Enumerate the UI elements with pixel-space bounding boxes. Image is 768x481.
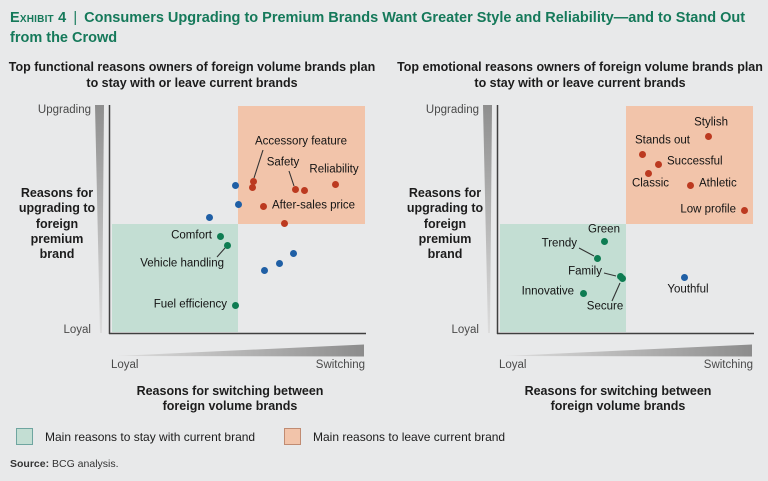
y-axis-top-label: Upgrading (425, 104, 479, 116)
exhibit-title: Exhibit 4 | Consumers Upgrading to Premium… (10, 8, 762, 48)
point-label-athletic: Athletic (699, 177, 737, 190)
exhibit-number: Exhibit 4 (10, 10, 67, 26)
data-point (234, 200, 242, 208)
data-point-fuel-efficiency (231, 301, 239, 309)
point-label-vehicle-handling: Vehicle handling (140, 257, 224, 270)
legend-item-leave: Main reasons to leave current brand (284, 428, 505, 445)
data-point (231, 181, 239, 189)
x-axis-left-label: Loyal (499, 359, 527, 371)
data-point (300, 186, 308, 194)
source-prefix: Source: (10, 458, 50, 470)
title-separator: | (73, 10, 78, 26)
data-point (280, 219, 288, 227)
data-point-green (600, 237, 608, 245)
point-label-reliability: Reliability (309, 163, 359, 176)
y-axis-bottom-label: Loyal (63, 324, 92, 336)
data-point (260, 266, 268, 274)
data-point (289, 249, 297, 257)
point-label-fuel-efficiency: Fuel efficiency (153, 298, 227, 311)
data-point-trendy (593, 254, 601, 262)
chart-functional-reasons: Top functional reasons owners of foreign… (8, 60, 376, 413)
data-point-stylish (704, 132, 712, 140)
scatter-points-layer: Comfort Vehicle handling Fuel efficiency Ac… (140, 135, 359, 311)
data-point-accessory-feature (249, 177, 257, 185)
y-axis-title: Reasons for upgrading to foreign premium… (18, 186, 96, 261)
y-axis-title: Reasons for upgrading to foreign premium… (406, 186, 484, 261)
chart-subtitle: Top emotional reasons owners of foreign … (397, 60, 763, 91)
data-point-safety (291, 185, 299, 193)
point-label-after-sales-price: After-sales price (272, 199, 356, 212)
data-point-after-sales-price (259, 202, 267, 210)
point-label-stylish: Stylish (694, 116, 728, 129)
point-label-trendy: Trendy (541, 237, 577, 250)
point-label-low-profile: Low profile (680, 203, 736, 216)
stay-swatch-icon (16, 428, 33, 445)
point-label-secure: Secure (586, 300, 624, 313)
leave-swatch-icon (284, 428, 301, 445)
x-axis-left-label: Loyal (111, 359, 139, 371)
data-point-reliability (331, 180, 339, 188)
data-point-innovative (579, 289, 587, 297)
x-axis-title: Reasons for switching between foreign vo… (136, 384, 324, 413)
data-point-low-profile (740, 206, 748, 214)
data-point-classic (644, 169, 652, 177)
point-label-innovative: Innovative (521, 285, 574, 298)
data-point-comfort (216, 232, 224, 240)
legend-label: Main reasons to leave current brand (313, 429, 506, 444)
data-point-successful (654, 160, 662, 168)
x-axis-title: Reasons for switching between foreign vo… (524, 384, 712, 413)
exhibit-headline: Consumers Upgrading to Premium Brands Wa… (10, 10, 746, 46)
data-point (248, 183, 256, 191)
source-note: Source: BCG analysis. (10, 458, 119, 470)
y-axis-bottom-label: Loyal (451, 324, 480, 336)
chart-emotional-reasons: Top emotional reasons owners of foreign … (388, 0, 768, 481)
point-label-youthful: Youthful (667, 283, 709, 296)
data-point-athletic (686, 181, 694, 189)
chart-subtitle: Top functional reasons owners of foreign… (8, 60, 376, 91)
data-point-youthful (680, 273, 688, 281)
point-label-safety: Safety (266, 156, 300, 169)
stay-quadrant (112, 224, 238, 332)
leave-quadrant (626, 106, 753, 224)
data-point-vehicle-handling (223, 241, 231, 249)
legend-label: Main reasons to stay with current brand (45, 429, 256, 444)
point-label-stands-out: Stands out (635, 134, 690, 147)
x-axis-right-label: Switching (315, 359, 365, 371)
scatter-points-layer: Green Trendy Family Secure Innovative Stylish… (388, 0, 768, 481)
data-point (205, 213, 213, 221)
x-axis-right-label: Switching (703, 359, 753, 371)
source-text: BCG analysis. (52, 458, 119, 470)
legend-item-stay: Main reasons to stay with current brand (16, 428, 255, 445)
data-point (275, 259, 283, 267)
point-label-green: Green (588, 223, 620, 236)
point-label-accessory-feature: Accessory feature (254, 135, 348, 148)
point-label-comfort: Comfort (171, 229, 212, 242)
data-point-secure (618, 274, 626, 282)
data-point-stands-out (638, 150, 646, 158)
point-label-classic: Classic (631, 177, 669, 190)
y-axis-top-label: Upgrading (37, 104, 91, 116)
point-label-successful: Successful (667, 155, 723, 168)
point-label-family: Family (568, 265, 602, 278)
